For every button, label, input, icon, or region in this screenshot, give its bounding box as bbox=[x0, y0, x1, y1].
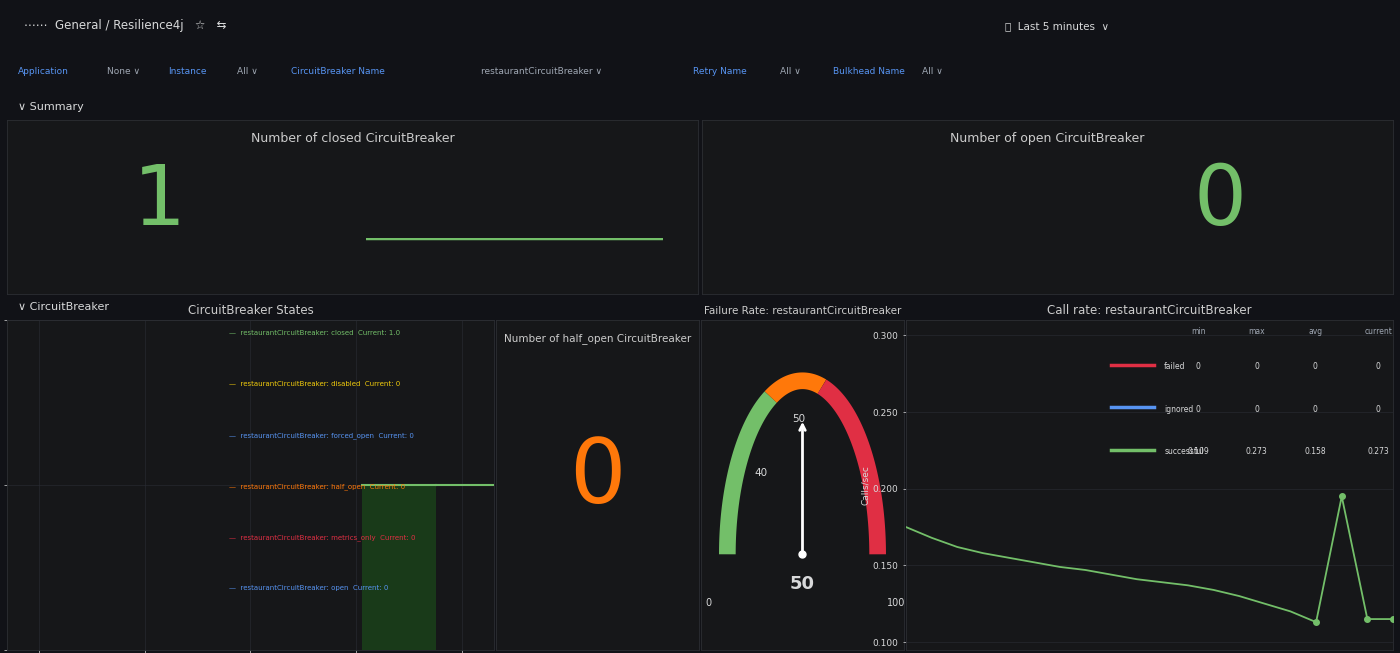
Text: current: current bbox=[1365, 326, 1393, 336]
Text: 1: 1 bbox=[133, 161, 186, 242]
Text: Instance: Instance bbox=[168, 67, 206, 76]
Text: —  restaurantCircuitBreaker: half_open  Current: 0: — restaurantCircuitBreaker: half_open Cu… bbox=[228, 483, 405, 490]
Text: —  restaurantCircuitBreaker: disabled  Current: 0: — restaurantCircuitBreaker: disabled Cur… bbox=[228, 381, 400, 387]
Text: All ∨: All ∨ bbox=[780, 67, 801, 76]
Text: ∨ CircuitBreaker: ∨ CircuitBreaker bbox=[18, 302, 109, 312]
Text: 0.273: 0.273 bbox=[1246, 447, 1267, 456]
Text: failed: failed bbox=[1165, 362, 1186, 371]
Text: restaurantCircuitBreaker ∨: restaurantCircuitBreaker ∨ bbox=[482, 67, 602, 76]
Text: 0: 0 bbox=[1376, 405, 1380, 413]
Text: —  restaurantCircuitBreaker: closed  Current: 1.0: — restaurantCircuitBreaker: closed Curre… bbox=[228, 330, 400, 336]
Text: 0: 0 bbox=[1254, 362, 1259, 371]
Text: 0: 0 bbox=[1313, 362, 1317, 371]
Text: Number of open CircuitBreaker: Number of open CircuitBreaker bbox=[951, 132, 1145, 145]
Text: None ∨: None ∨ bbox=[106, 67, 140, 76]
Text: —  restaurantCircuitBreaker: forced_open  Current: 0: — restaurantCircuitBreaker: forced_open … bbox=[228, 432, 413, 439]
Y-axis label: Calls/sec: Calls/sec bbox=[861, 465, 869, 505]
Text: 0: 0 bbox=[1194, 161, 1247, 242]
Title: Failure Rate: restaurantCircuitBreaker: Failure Rate: restaurantCircuitBreaker bbox=[704, 306, 902, 317]
Text: Number of closed CircuitBreaker: Number of closed CircuitBreaker bbox=[251, 132, 454, 145]
Text: 0.109: 0.109 bbox=[1187, 447, 1210, 456]
Text: max: max bbox=[1249, 326, 1266, 336]
Text: CircuitBreaker Name: CircuitBreaker Name bbox=[291, 67, 385, 76]
Title: Call rate: restaurantCircuitBreaker: Call rate: restaurantCircuitBreaker bbox=[1047, 304, 1252, 317]
Text: 0: 0 bbox=[706, 598, 711, 609]
Text: Application: Application bbox=[18, 67, 69, 76]
Text: avg: avg bbox=[1308, 326, 1322, 336]
Title: CircuitBreaker States: CircuitBreaker States bbox=[188, 304, 314, 317]
Text: ignored: ignored bbox=[1165, 405, 1193, 413]
Text: —  restaurantCircuitBreaker: metrics_only  Current: 0: — restaurantCircuitBreaker: metrics_only… bbox=[228, 534, 414, 541]
Text: 0: 0 bbox=[1254, 405, 1259, 413]
Text: Number of half_open CircuitBreaker: Number of half_open CircuitBreaker bbox=[504, 333, 692, 344]
Text: All ∨: All ∨ bbox=[237, 67, 258, 76]
Text: min: min bbox=[1191, 326, 1205, 336]
Text: ⋯⋯  General / Resilience4j   ☆   ⇆: ⋯⋯ General / Resilience4j ☆ ⇆ bbox=[24, 20, 227, 33]
Text: 0.273: 0.273 bbox=[1368, 447, 1389, 456]
Text: successful: successful bbox=[1165, 447, 1204, 456]
Text: 40: 40 bbox=[755, 468, 767, 478]
Text: 0: 0 bbox=[570, 435, 626, 522]
Text: All ∨: All ∨ bbox=[921, 67, 942, 76]
Text: 0.158: 0.158 bbox=[1305, 447, 1326, 456]
Text: ∨ Summary: ∨ Summary bbox=[18, 102, 84, 112]
Text: Bulkhead Name: Bulkhead Name bbox=[833, 67, 904, 76]
Text: Retry Name: Retry Name bbox=[693, 67, 746, 76]
Bar bbox=[361, 485, 435, 650]
Text: 0: 0 bbox=[1313, 405, 1317, 413]
Text: 0: 0 bbox=[1376, 362, 1380, 371]
Text: 0: 0 bbox=[1196, 405, 1201, 413]
Text: 50: 50 bbox=[790, 575, 815, 593]
Text: —  restaurantCircuitBreaker: open  Current: 0: — restaurantCircuitBreaker: open Current… bbox=[228, 586, 388, 592]
Text: 50: 50 bbox=[792, 415, 805, 424]
Text: ⏱  Last 5 minutes  ∨: ⏱ Last 5 minutes ∨ bbox=[1005, 21, 1109, 31]
Text: 100: 100 bbox=[888, 598, 906, 609]
Text: 0: 0 bbox=[1196, 362, 1201, 371]
